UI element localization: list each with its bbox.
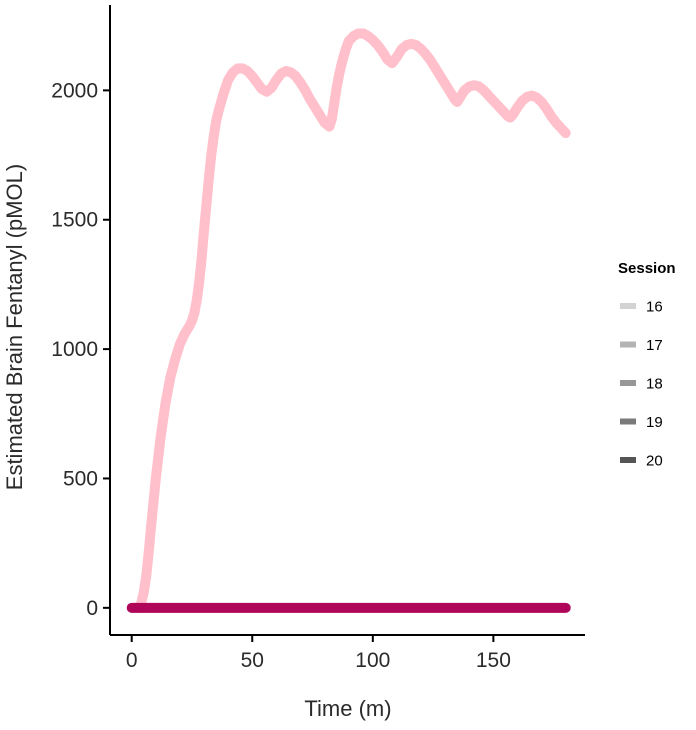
x-axis-title: Time (m)	[304, 696, 391, 721]
x-tick-label: 50	[241, 649, 264, 672]
axes-layer	[109, 5, 585, 636]
y-tick-label: 1000	[51, 338, 98, 361]
y-tick-label: 0	[86, 597, 98, 620]
y-axis-title: Estimated Brain Fentanyl (pMOL)	[2, 164, 27, 490]
x-tick-label: 100	[355, 649, 390, 672]
x-tick-label: 150	[476, 649, 511, 672]
y-tick-label: 2000	[51, 79, 98, 102]
legend-label: 17	[646, 337, 663, 354]
legend-label: 20	[646, 453, 663, 470]
legend-label: 16	[646, 299, 663, 316]
y-axis-ticks: 0 500 1000 1500 2000	[51, 79, 110, 620]
legend-items: 16 17 18 19 20	[620, 299, 663, 470]
y-tick-label: 1500	[51, 209, 98, 232]
y-tick-label: 500	[63, 467, 98, 490]
series-layer	[126, 28, 571, 613]
x-tick-label: 0	[126, 649, 138, 672]
legend-label: 18	[646, 376, 663, 393]
legend: Session 16 17 18 19 20	[618, 260, 676, 470]
x-axis-ticks: 0 50 100 150	[126, 635, 511, 672]
legend-title: Session	[618, 260, 676, 277]
legend-label: 19	[646, 414, 663, 431]
series-line-1	[133, 28, 571, 613]
